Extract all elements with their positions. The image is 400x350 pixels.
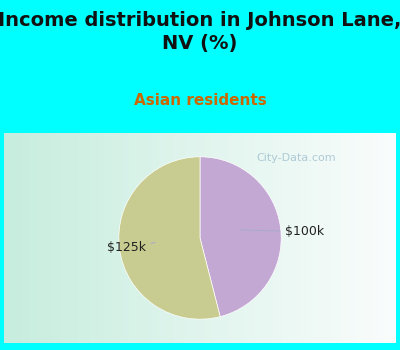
- Text: Income distribution in Johnson Lane,
NV (%): Income distribution in Johnson Lane, NV …: [0, 10, 400, 53]
- Text: Asian residents: Asian residents: [134, 93, 266, 108]
- Text: $125k: $125k: [107, 241, 155, 254]
- Text: $100k: $100k: [239, 225, 324, 238]
- Text: City-Data.com: City-Data.com: [257, 153, 336, 163]
- Wedge shape: [200, 157, 281, 317]
- Wedge shape: [119, 157, 220, 319]
